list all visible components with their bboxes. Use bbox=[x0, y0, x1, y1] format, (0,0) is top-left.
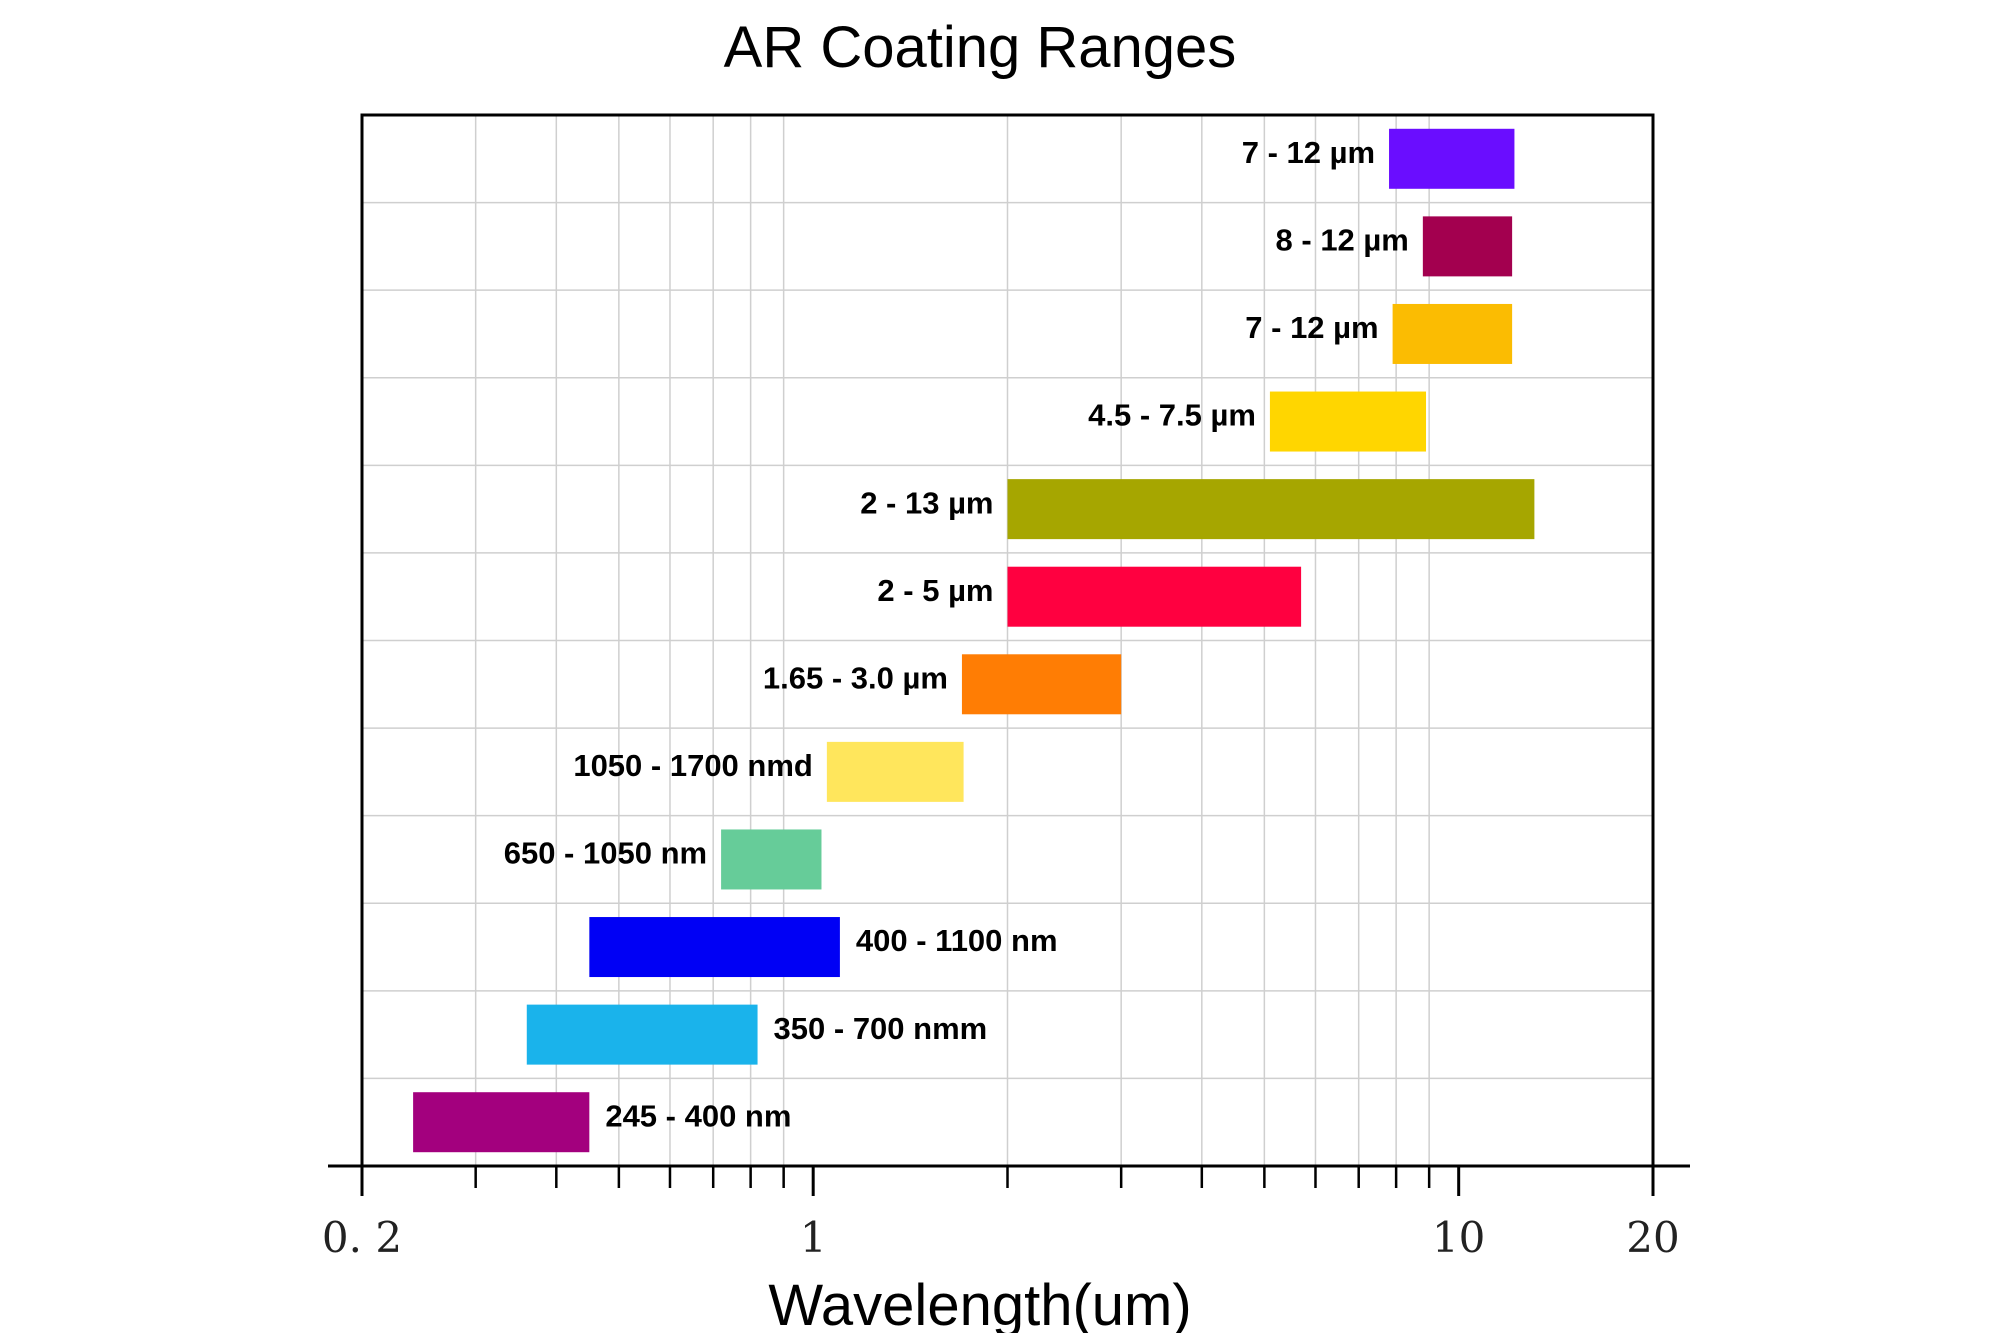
range-bar-label: 650 - 1050 nm bbox=[504, 836, 707, 871]
x-axis-ticks: 0. 2 1 10 20 bbox=[322, 1166, 1680, 1262]
range-bar bbox=[1007, 479, 1535, 540]
x-tick-label: 0. 2 bbox=[322, 1213, 402, 1262]
range-bar bbox=[961, 654, 1122, 715]
range-bar bbox=[721, 829, 822, 890]
range-bar-label: 2 - 13 µm bbox=[860, 485, 993, 520]
x-tick-label: 1 bbox=[800, 1213, 827, 1262]
x-tick-label: 20 bbox=[1626, 1213, 1679, 1262]
x-axis-label: Wavelength(um) bbox=[768, 1273, 1191, 1333]
range-bar-label: 245 - 400 nm bbox=[605, 1098, 791, 1133]
range-bar bbox=[1392, 303, 1513, 364]
range-bar-label: 7 - 12 µm bbox=[1245, 310, 1378, 345]
range-bar-label: 400 - 1100 nm bbox=[856, 923, 1058, 958]
range-bar bbox=[826, 741, 964, 802]
range-bar-label: 2 - 5 µm bbox=[877, 573, 993, 608]
x-tick-label: 10 bbox=[1432, 1213, 1485, 1262]
range-bar-label: 7 - 12 µm bbox=[1242, 135, 1375, 170]
range-bar bbox=[1389, 128, 1515, 189]
range-bar-label: 4.5 - 7.5 µm bbox=[1088, 398, 1256, 433]
range-bar bbox=[1422, 216, 1513, 277]
chart-title: AR Coating Ranges bbox=[724, 15, 1237, 80]
range-bar bbox=[1269, 391, 1427, 452]
range-bar bbox=[413, 1092, 590, 1153]
grid bbox=[362, 115, 1653, 1166]
range-bar bbox=[526, 1004, 758, 1065]
bars bbox=[413, 128, 1535, 1153]
range-bar-label: 350 - 700 nmm bbox=[774, 1011, 988, 1046]
range-bar-label: 1.65 - 3.0 µm bbox=[763, 660, 948, 695]
bar-labels: 7 - 12 µm 8 - 12 µm 7 - 12 µm 4.5 - 7.5 µm 2… bbox=[504, 135, 1409, 1133]
range-bar-label: 8 - 12 µm bbox=[1276, 223, 1409, 258]
range-bar bbox=[589, 917, 840, 978]
range-bar-label: 1050 - 1700 nmd bbox=[573, 748, 813, 783]
range-bar bbox=[1007, 566, 1302, 627]
